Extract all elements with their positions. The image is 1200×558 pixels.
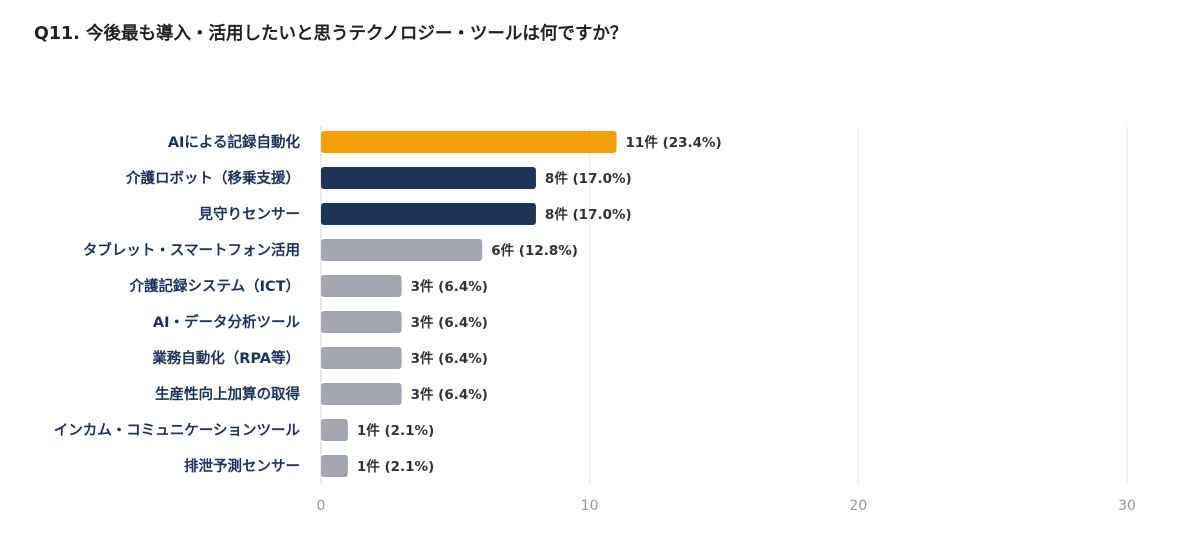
category-label: 見守りセンサー — [198, 205, 301, 223]
category-label: 生産性向上加算の取得 — [155, 385, 300, 403]
category-label: AIによる記録自動化 — [168, 133, 301, 151]
data-label: 3件 (6.4%) — [411, 386, 488, 403]
value-labels: 11件 (23.4%) 8件 (17.0%) 8件 (17.0%) 6件 (12.8%… — [357, 134, 722, 475]
x-tick-label: 10 — [581, 498, 599, 514]
data-label: 6件 (12.8%) — [491, 242, 578, 259]
data-label: 3件 (6.4%) — [411, 278, 488, 295]
category-label: インカム・コミュニケーションツール — [54, 422, 301, 439]
bar[interactable] — [321, 455, 348, 477]
bar[interactable] — [321, 131, 617, 153]
bar[interactable] — [321, 311, 402, 333]
category-label: AI・データ分析ツール — [153, 313, 301, 331]
category-label: 介護ロボット（移乗支援） — [125, 169, 300, 187]
category-label: 業務自動化（RPA等） — [151, 349, 300, 367]
data-label: 1件 (2.1%) — [357, 458, 434, 475]
category-label: 介護記録システム（ICT） — [129, 277, 301, 295]
bar[interactable] — [321, 347, 402, 369]
bar[interactable] — [321, 383, 402, 405]
data-label: 3件 (6.4%) — [411, 314, 488, 331]
bar[interactable] — [321, 167, 536, 189]
x-axis-ticks: 0 10 20 30 — [317, 498, 1136, 514]
x-tick-label: 0 — [317, 498, 326, 514]
bar[interactable] — [321, 275, 402, 297]
bar[interactable] — [321, 239, 483, 261]
data-label: 8件 (17.0%) — [545, 170, 632, 187]
data-label: 1件 (2.1%) — [357, 422, 434, 439]
category-label: 排泄予測センサー — [184, 457, 300, 475]
bars — [321, 131, 617, 477]
bar[interactable] — [321, 419, 348, 441]
bar[interactable] — [321, 203, 536, 225]
data-label: 11件 (23.4%) — [626, 134, 722, 151]
x-tick-label: 20 — [849, 498, 867, 514]
data-label: 3件 (6.4%) — [411, 350, 488, 367]
chart-title: Q11. 今後最も導入・活用したいと思うテクノロジー・ツールは何ですか？ — [34, 24, 628, 44]
category-label: タブレット・スマートフォン活用 — [83, 241, 300, 259]
data-label: 8件 (17.0%) — [545, 206, 632, 223]
x-tick-label: 30 — [1118, 498, 1136, 514]
